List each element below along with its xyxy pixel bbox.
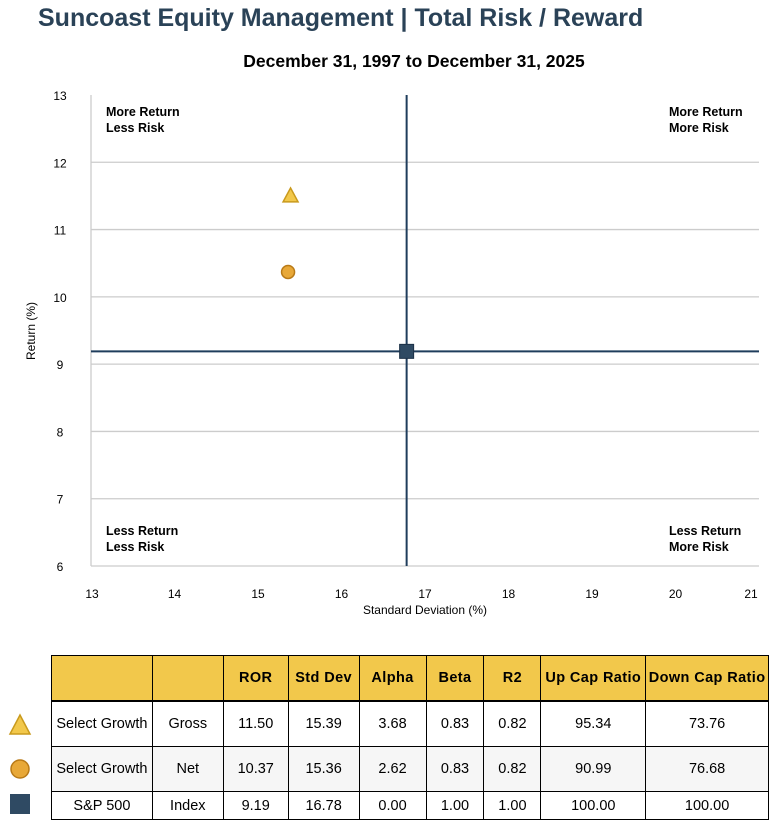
x-tick-label: 21 <box>744 587 758 601</box>
x-tick-label: 20 <box>669 587 683 601</box>
quadrant-label: More Return <box>106 105 180 119</box>
table-header-row: ROR Std Dev Alpha Beta R2 Up Cap Ratio D… <box>51 655 769 702</box>
row-type: Gross <box>151 700 224 747</box>
quadrant-label: More Risk <box>669 121 729 135</box>
x-tick-label: 16 <box>335 587 349 601</box>
y-tick-label: 13 <box>53 89 67 103</box>
x-tick-label: 17 <box>418 587 432 601</box>
cell-beta: 0.83 <box>425 746 485 792</box>
cell-std-dev: 15.36 <box>287 746 360 792</box>
row-type: Net <box>151 746 224 792</box>
table-row: Select Growth Gross 11.50 15.39 3.68 0.8… <box>51 700 769 747</box>
axis-layer: 6 7 8 9 10 11 12 13 13 14 15 16 17 18 19 20 21 Standard D… <box>24 89 759 617</box>
cell-alpha: 3.68 <box>358 700 427 747</box>
cell-std-dev: 16.78 <box>287 791 360 820</box>
quadrant-label: More Risk <box>669 540 729 554</box>
data-point-triangle <box>281 186 300 203</box>
circle-legend-icon <box>10 759 30 779</box>
row-name: Select Growth <box>51 700 153 747</box>
row-type: Index <box>151 791 224 820</box>
risk-reward-chart: 6 7 8 9 10 11 12 13 13 14 15 16 17 18 19 20 21 Standard D… <box>24 89 759 617</box>
chart-subtitle: December 31, 1997 to December 31, 2025 <box>243 51 585 71</box>
data-point-square <box>399 343 415 359</box>
header-alpha: Alpha <box>358 655 427 702</box>
header-up-cap: Up Cap Ratio <box>540 655 647 702</box>
y-tick-label: 9 <box>57 358 64 372</box>
cell-down-cap: 76.68 <box>645 746 769 792</box>
cell-beta: 1.00 <box>425 791 485 820</box>
x-tick-label: 19 <box>585 587 599 601</box>
cell-alpha: 2.62 <box>358 746 427 792</box>
y-tick-label: 6 <box>57 560 64 574</box>
x-tick-label: 14 <box>168 587 182 601</box>
row-name: S&P 500 <box>51 791 153 820</box>
quadrant-label: Less Return <box>669 524 741 538</box>
header-std-dev: Std Dev <box>287 655 360 702</box>
cell-alpha: 0.00 <box>358 791 427 820</box>
quadrant-label: Less Risk <box>106 540 164 554</box>
quadrant-labels: More Return Less Risk More Return More Risk… <box>106 105 743 554</box>
header-blank-name <box>51 655 153 702</box>
y-tick-label: 11 <box>54 224 67 238</box>
cell-up-cap: 95.34 <box>540 700 647 747</box>
cell-r2: 1.00 <box>483 791 542 820</box>
quadrant-label: Less Risk <box>106 121 164 135</box>
cell-ror: 11.50 <box>222 700 289 747</box>
header-beta: Beta <box>425 655 485 702</box>
x-tick-label: 18 <box>502 587 516 601</box>
x-tick-label: 13 <box>85 587 99 601</box>
header-blank-type <box>151 655 224 702</box>
page-title: Suncoast Equity Management | Total Risk … <box>38 4 644 32</box>
quadrant-label: Less Return <box>106 524 178 538</box>
header-ror: ROR <box>222 655 289 702</box>
y-tick-label: 12 <box>53 156 67 170</box>
x-tick-label: 15 <box>251 587 265 601</box>
data-point-circle <box>280 264 296 280</box>
header-down-cap: Down Cap Ratio <box>645 655 769 702</box>
cell-r2: 0.82 <box>483 700 542 747</box>
cell-ror: 9.19 <box>222 791 289 820</box>
data-points <box>280 186 415 359</box>
y-tick-label: 7 <box>57 493 64 507</box>
cell-down-cap: 100.00 <box>645 791 769 820</box>
y-tick-label: 8 <box>57 425 64 439</box>
triangle-legend-icon <box>8 713 32 735</box>
y-tick-label: 10 <box>53 291 67 305</box>
cell-std-dev: 15.39 <box>287 700 360 747</box>
table-row: Select Growth Net 10.37 15.36 2.62 0.83 … <box>51 746 769 792</box>
row-name: Select Growth <box>51 746 153 792</box>
cell-ror: 10.37 <box>222 746 289 792</box>
square-legend-icon <box>10 794 30 814</box>
cell-beta: 0.83 <box>425 700 485 747</box>
cell-up-cap: 100.00 <box>540 791 647 820</box>
x-axis-label: Standard Deviation (%) <box>363 603 487 617</box>
grid-layer <box>90 95 759 567</box>
cell-down-cap: 73.76 <box>645 700 769 747</box>
header-r2: R2 <box>483 655 542 702</box>
cell-r2: 0.82 <box>483 746 542 792</box>
quadrant-label: More Return <box>669 105 743 119</box>
table-row: S&P 500 Index 9.19 16.78 0.00 1.00 1.00 … <box>51 791 769 820</box>
cell-up-cap: 90.99 <box>540 746 647 792</box>
statistics-table: ROR Std Dev Alpha Beta R2 Up Cap Ratio D… <box>51 655 769 820</box>
y-axis-label: Return (%) <box>24 302 38 360</box>
